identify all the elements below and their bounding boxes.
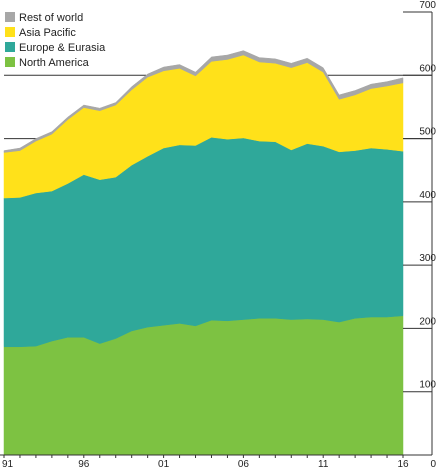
legend-swatch-asia-pacific bbox=[5, 27, 15, 37]
legend: Rest of world Asia Pacific Europe & Eurasi… bbox=[5, 12, 106, 69]
y-tick-label-0: 0 bbox=[430, 459, 436, 470]
x-tick-label-96: 96 bbox=[78, 459, 90, 470]
legend-swatch-north-america bbox=[5, 57, 15, 67]
y-tick-label-100: 100 bbox=[419, 380, 436, 391]
y-tick-label-200: 200 bbox=[419, 316, 436, 327]
x-tick-label-01: 01 bbox=[158, 459, 170, 470]
x-axis: 91 96 01 06 11 16 bbox=[0, 454, 432, 470]
y-tick-label-500: 500 bbox=[419, 127, 436, 138]
y-tick-label-400: 400 bbox=[419, 190, 436, 201]
legend-label-europe-eurasia: Europe & Eurasia bbox=[19, 42, 106, 54]
legend-swatch-rest-of-world bbox=[5, 12, 15, 22]
legend-swatch-europe-eurasia bbox=[5, 42, 15, 52]
x-tick-label-06: 06 bbox=[238, 459, 250, 470]
x-tick-label-16: 16 bbox=[397, 459, 409, 470]
legend-label-asia-pacific: Asia Pacific bbox=[19, 27, 76, 39]
areas-layer bbox=[3, 50, 404, 456]
area-rest-of-world bbox=[3, 50, 404, 153]
x-tick-label-11: 11 bbox=[318, 459, 329, 470]
y-tick-label-600: 600 bbox=[419, 63, 436, 74]
y-tick-label-700: 700 bbox=[419, 0, 436, 11]
y-tick-label-300: 300 bbox=[419, 253, 436, 264]
legend-label-rest-of-world: Rest of world bbox=[19, 12, 83, 24]
legend-label-north-america: North America bbox=[19, 57, 90, 69]
x-tick-label-91: 91 bbox=[2, 459, 14, 470]
y-axis: 0 100 200 300 400 500 600 700 bbox=[403, 0, 436, 470]
